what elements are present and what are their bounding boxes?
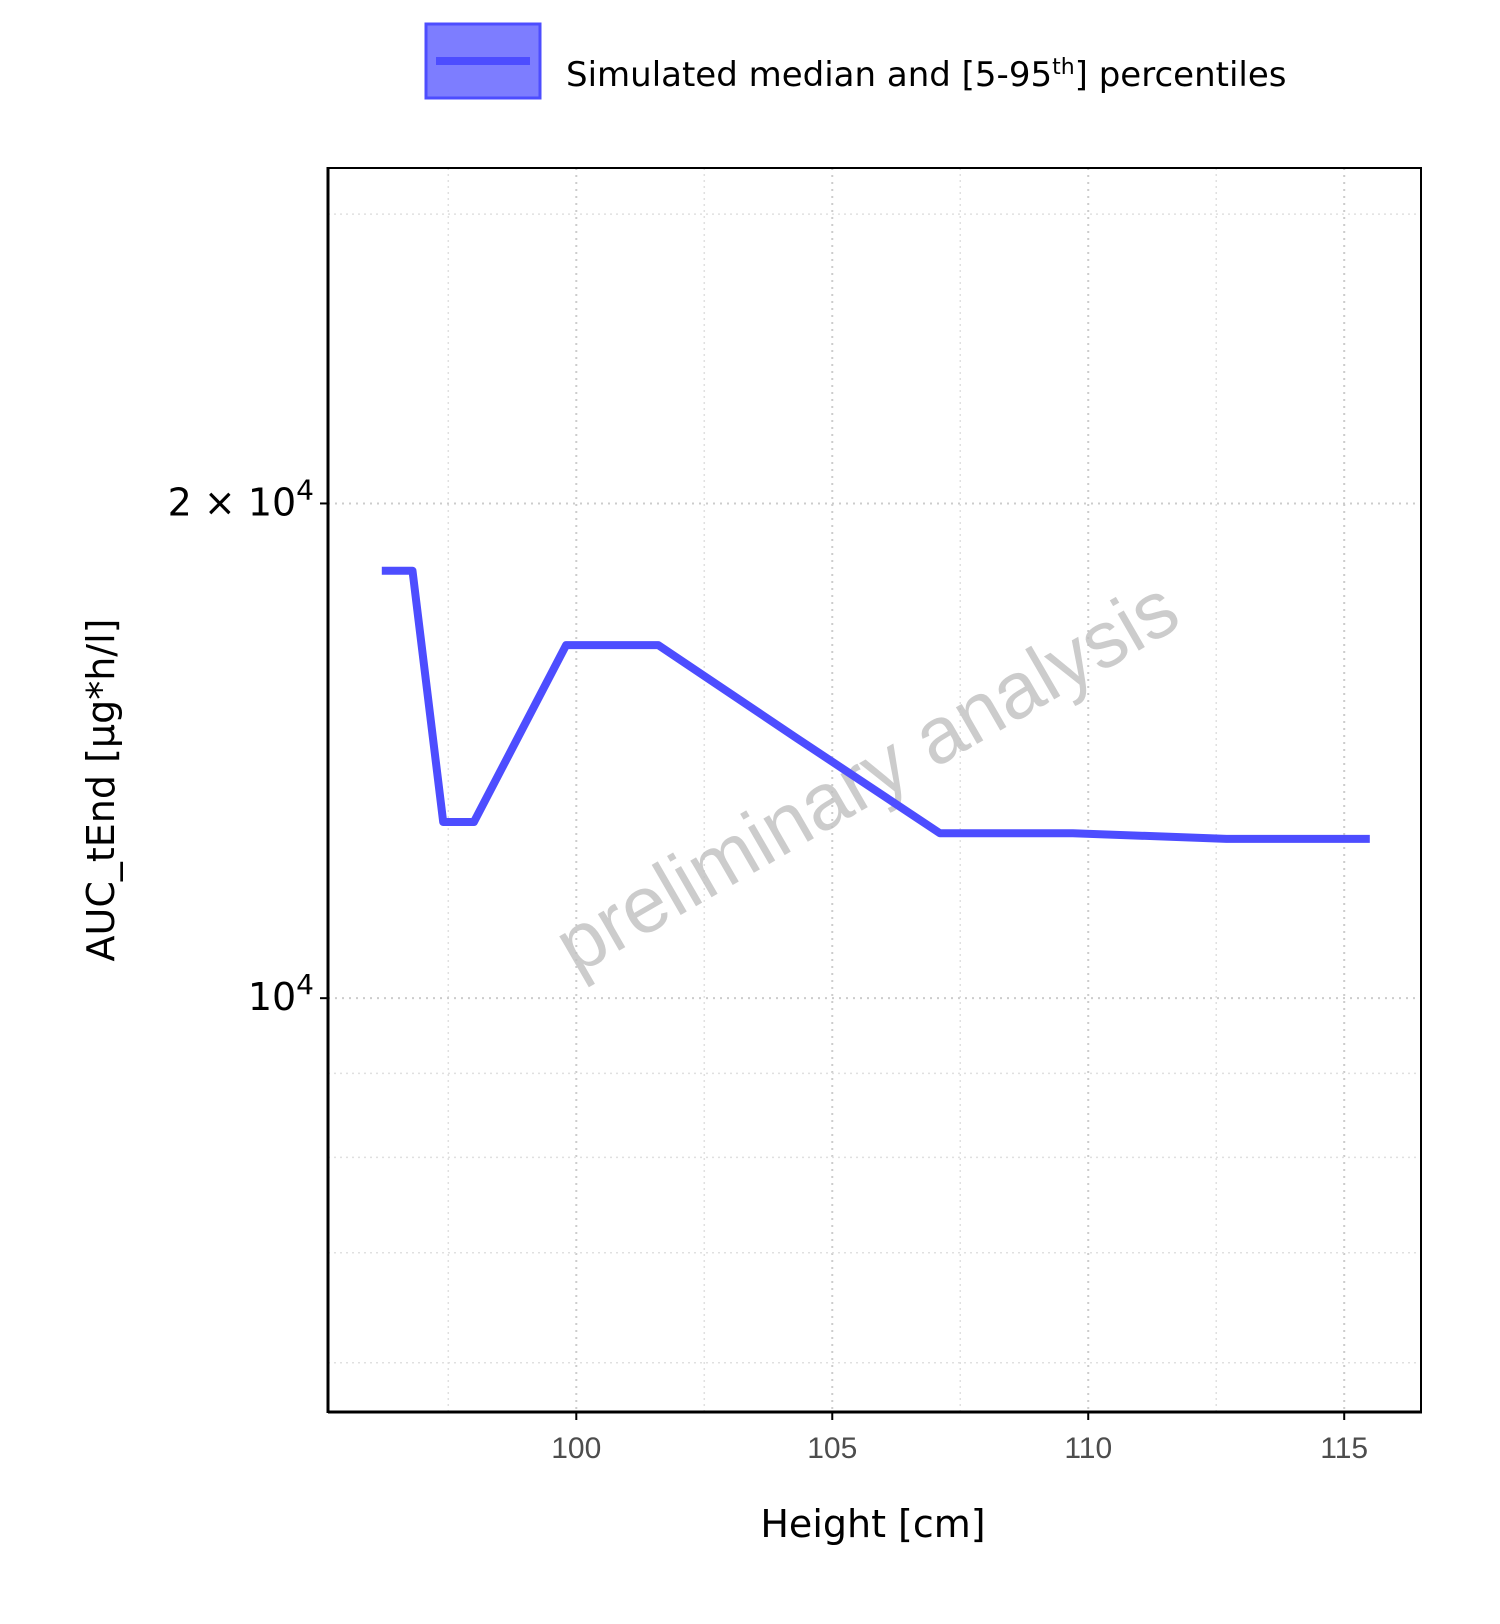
x-tick-label: 110 bbox=[1064, 1432, 1112, 1465]
watermark: preliminary analysis bbox=[540, 562, 1193, 990]
y-ticks: 2 × 104 104 bbox=[168, 473, 328, 1019]
series-layer bbox=[381, 566, 1370, 843]
x-axis-title: Height [cm] bbox=[760, 1502, 985, 1546]
x-tick-label: 105 bbox=[807, 1432, 857, 1465]
y-axis-title: AUC_tEnd [µg*h/l] bbox=[79, 619, 123, 962]
grid bbox=[328, 168, 1421, 1412]
x-tick-label: 115 bbox=[1320, 1432, 1368, 1465]
legend-label: Simulated median and [5-95th] percentile… bbox=[566, 55, 1286, 95]
y-tick-label: 2 × 104 bbox=[168, 473, 314, 524]
x-ticks: 100 105 110 115 bbox=[551, 1412, 1368, 1465]
x-tick-label: 100 bbox=[551, 1432, 601, 1465]
y-tick-label: 104 bbox=[248, 968, 314, 1019]
legend: Simulated median and [5-95th] percentile… bbox=[424, 22, 1286, 100]
